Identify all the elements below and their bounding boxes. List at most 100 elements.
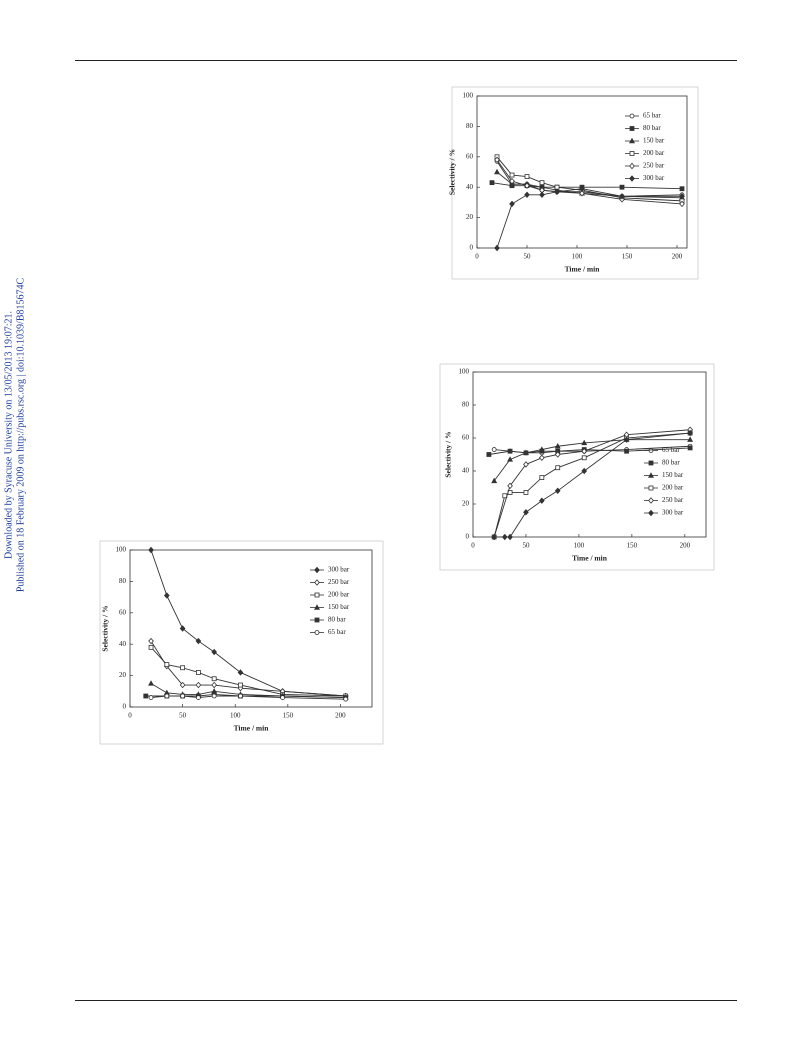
- marker: [555, 465, 561, 471]
- marker: [211, 676, 217, 682]
- legend-label: 80 bar: [662, 459, 680, 467]
- y-axis-label: Selectivity / %: [444, 431, 453, 477]
- plot-frame: [472, 371, 707, 538]
- legend-marker: [648, 448, 654, 453]
- y-tick-label: 40: [119, 640, 127, 648]
- legend-marker: [648, 509, 654, 517]
- x-tick-label: 100: [230, 712, 241, 720]
- marker: [523, 509, 529, 516]
- y-tick-label: 100: [459, 368, 470, 376]
- marker: [507, 533, 513, 541]
- x-axis-label: Time / min: [565, 265, 601, 274]
- legend-marker: [648, 460, 654, 466]
- marker: [180, 693, 186, 699]
- marker: [489, 180, 495, 186]
- y-tick-label: 0: [466, 533, 470, 541]
- marker: [619, 184, 625, 190]
- y-axis-label: Selectivity / %: [101, 605, 110, 651]
- x-tick-label: 0: [128, 712, 132, 720]
- y-tick-label: 20: [466, 213, 474, 221]
- marker: [164, 693, 170, 699]
- legend-marker: [314, 617, 320, 623]
- legend-marker: [648, 472, 654, 478]
- y-tick-label: 40: [462, 467, 470, 475]
- legend-label: 150 bar: [662, 471, 684, 479]
- marker: [539, 454, 545, 462]
- marker: [280, 695, 285, 700]
- plot-frame: [476, 95, 688, 249]
- marker: [554, 451, 561, 458]
- plot-frame: [129, 549, 373, 708]
- legend-label: 65 bar: [328, 628, 346, 636]
- legend-label: 150 bar: [328, 603, 350, 611]
- marker: [491, 447, 497, 452]
- marker: [687, 429, 693, 437]
- y-tick-label: 80: [466, 122, 474, 130]
- marker: [523, 461, 529, 468]
- y-tick-label: 20: [462, 500, 470, 508]
- marker: [581, 467, 588, 475]
- marker: [687, 445, 693, 451]
- x-tick-label: 50: [179, 712, 187, 720]
- x-tick-label: 100: [572, 253, 583, 261]
- y-tick-label: 80: [119, 577, 127, 585]
- marker: [164, 662, 170, 668]
- x-tick-label: 200: [680, 542, 691, 550]
- marker: [687, 436, 694, 442]
- x-axis-label: Time / min: [572, 554, 608, 563]
- marker: [539, 191, 545, 199]
- marker: [538, 446, 545, 452]
- series-line: [488, 447, 691, 455]
- x-tick-label: 50: [524, 253, 532, 261]
- marker: [507, 482, 513, 490]
- marker: [148, 680, 155, 686]
- y-tick-label: 0: [123, 703, 127, 711]
- legend-marker: [314, 592, 320, 598]
- y-axis-label: Selectivity / %: [448, 149, 457, 195]
- legend-label: 300 bar: [662, 509, 684, 517]
- marker: [491, 533, 498, 541]
- marker: [524, 182, 530, 189]
- legend-marker: [314, 630, 320, 635]
- legend-label: 200 bar: [643, 149, 665, 157]
- legend-marker: [629, 175, 635, 182]
- x-tick-label: 0: [471, 542, 475, 550]
- x-tick-label: 200: [672, 253, 683, 261]
- marker: [623, 436, 630, 443]
- legend-marker: [648, 497, 654, 504]
- y-tick-label: 0: [470, 244, 474, 252]
- legend-label: 150 bar: [643, 137, 665, 145]
- marker: [195, 695, 201, 700]
- figure-frame: [439, 363, 715, 571]
- legend-marker: [629, 126, 635, 131]
- y-tick-label: 60: [462, 434, 470, 442]
- legend-label: 65 bar: [662, 446, 680, 454]
- series-line: [493, 429, 691, 538]
- series-line: [496, 188, 682, 249]
- marker: [554, 487, 561, 495]
- legend-label: 65 bar: [643, 112, 661, 120]
- marker: [523, 490, 529, 495]
- marker: [501, 533, 508, 541]
- marker: [509, 177, 515, 185]
- y-tick-label: 20: [119, 671, 127, 679]
- marker: [581, 439, 588, 446]
- y-tick-label: 100: [463, 92, 474, 100]
- legend-label: 250 bar: [643, 162, 665, 170]
- marker: [494, 168, 500, 175]
- series-line: [150, 695, 346, 700]
- legend-label: 300 bar: [643, 174, 665, 182]
- series-line: [496, 156, 683, 202]
- marker: [195, 637, 202, 645]
- x-tick-label: 50: [522, 542, 530, 550]
- marker: [486, 452, 492, 457]
- x-tick-label: 100: [574, 542, 585, 550]
- y-tick-label: 100: [116, 546, 127, 554]
- marker: [679, 186, 685, 192]
- marker: [148, 637, 154, 645]
- x-tick-label: 150: [627, 542, 638, 550]
- marker: [581, 447, 588, 455]
- marker: [179, 681, 186, 689]
- y-tick-label: 80: [462, 401, 470, 409]
- y-tick-label: 40: [466, 183, 474, 191]
